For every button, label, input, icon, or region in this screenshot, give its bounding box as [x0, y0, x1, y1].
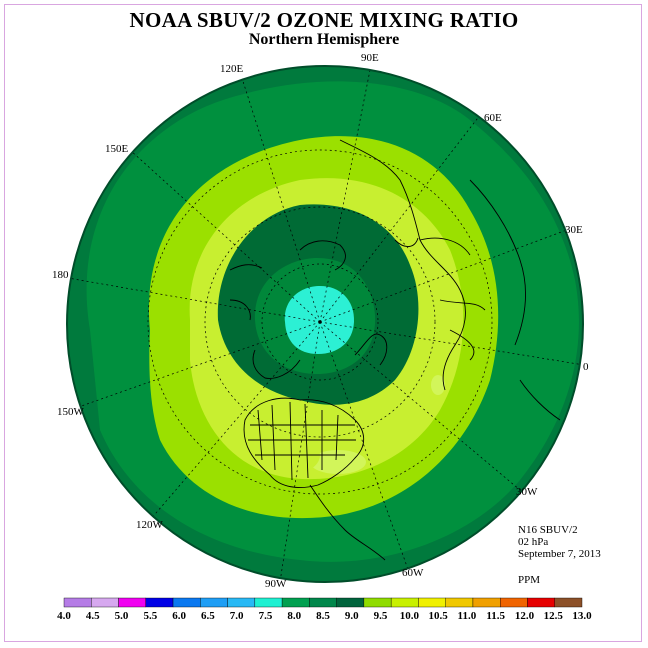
- globe-edge: [66, 65, 584, 583]
- lon-label-90w: 90W: [265, 578, 287, 590]
- lon-label-120e: 120E: [220, 63, 244, 75]
- colorbar-tick-label: 12.0: [515, 610, 535, 622]
- colorbar-swatch: [118, 597, 146, 608]
- info-instrument: N16 SBUV/2: [518, 524, 578, 536]
- lon-label-30w: 30W: [516, 486, 538, 498]
- colorbar-swatch: [336, 597, 365, 608]
- lon-label-120w: 120W: [136, 519, 164, 531]
- colorbar-tick-label: 9.5: [374, 610, 388, 622]
- colorbar-tick-label: 4.0: [57, 610, 71, 622]
- lon-label-150w: 150W: [57, 406, 85, 418]
- colorbar-tick-label: 9.0: [345, 610, 359, 622]
- colorbar-tick-label: 5.5: [143, 610, 157, 622]
- colorbar-swatch: [63, 597, 92, 608]
- colorbar-tick-label: 4.5: [86, 610, 100, 622]
- info-date: September 7, 2013: [518, 548, 601, 560]
- lon-label-90e: 90E: [361, 52, 379, 64]
- info-block: N16 SBUV/2 02 hPa September 7, 2013: [518, 524, 601, 560]
- figure-frame: [4, 4, 642, 642]
- chart-subtitle: Northern Hemisphere: [248, 31, 400, 48]
- chart-title: NOAA SBUV/2 OZONE MIXING RATIO: [129, 8, 519, 32]
- colorbar-tick-label: 6.0: [172, 610, 186, 622]
- colorbar-swatch: [472, 597, 501, 608]
- colorbar-tick-label: 11.5: [486, 610, 505, 622]
- colorbar-tick-label: 7.5: [259, 610, 273, 622]
- ozone-field: [67, 66, 583, 582]
- colorbar-tick-label: 10.0: [400, 610, 420, 622]
- info-level: 02 hPa: [518, 536, 549, 548]
- colorbar-swatch: [527, 597, 555, 608]
- colorbar-tick-label: 5.0: [115, 610, 129, 622]
- colorbar-tick-label: 6.5: [201, 610, 215, 622]
- colorbar-tick-label: 12.5: [544, 610, 564, 622]
- colorbar-swatch: [363, 597, 392, 608]
- colorbar-swatch: [172, 597, 201, 608]
- colorbar-tick-label: 11.0: [458, 610, 477, 622]
- colorbar-swatch: [145, 597, 174, 608]
- field-anomaly-europe: [431, 375, 445, 395]
- colorbar-swatch: [390, 597, 419, 608]
- colorbar-swatch: [309, 597, 337, 608]
- lat-circle-75: [261, 263, 379, 381]
- colorbar-tick-label: 13.0: [572, 610, 592, 622]
- lat-circle-60: [204, 206, 436, 438]
- lon-label-60e: 60E: [484, 112, 502, 124]
- colorbar-swatch: [554, 597, 583, 608]
- lat-circle-30: [147, 149, 493, 495]
- coastlines: [229, 139, 561, 561]
- colorbar-swatch: [200, 597, 228, 608]
- colorbar-tick-label: 7.0: [230, 610, 244, 622]
- lon-label-0: 0: [583, 361, 589, 373]
- colorbar-swatch: [91, 597, 119, 608]
- meridian-30w: [319, 321, 521, 491]
- field-anomaly-atlantic: [310, 450, 366, 474]
- colorbar-swatch: [254, 597, 283, 608]
- meridian-90w: [279, 321, 321, 582]
- colorbar-swatch: [418, 597, 446, 608]
- info-unit: PPM: [518, 574, 541, 586]
- meridian-150w: [69, 321, 321, 411]
- colorbar: 4.0 4.5 5.0 5.5 6.0 6.5 7.0 7.5 8.0 8.5 9.0 9.5 10.0…: [57, 597, 592, 622]
- colorbar-swatch: [445, 597, 474, 608]
- colorbar-tick-label: 8.5: [316, 610, 330, 622]
- colorbar-swatch: [227, 597, 256, 608]
- colorbar-swatch: [500, 597, 528, 608]
- lon-label-30e: 30E: [565, 224, 583, 236]
- field-pole: [284, 286, 355, 354]
- meridian-120w: [149, 321, 321, 521]
- colorbar-tick-label: 8.0: [287, 610, 301, 622]
- lon-label-180: 180: [52, 269, 69, 281]
- graticule: [67, 66, 583, 582]
- colorbar-swatch: [281, 597, 310, 608]
- colorbar-tick-label: 10.5: [428, 610, 448, 622]
- lon-label-60w: 60W: [402, 567, 424, 579]
- lon-label-150e: 150E: [105, 143, 129, 155]
- meridian-120e: [239, 71, 321, 323]
